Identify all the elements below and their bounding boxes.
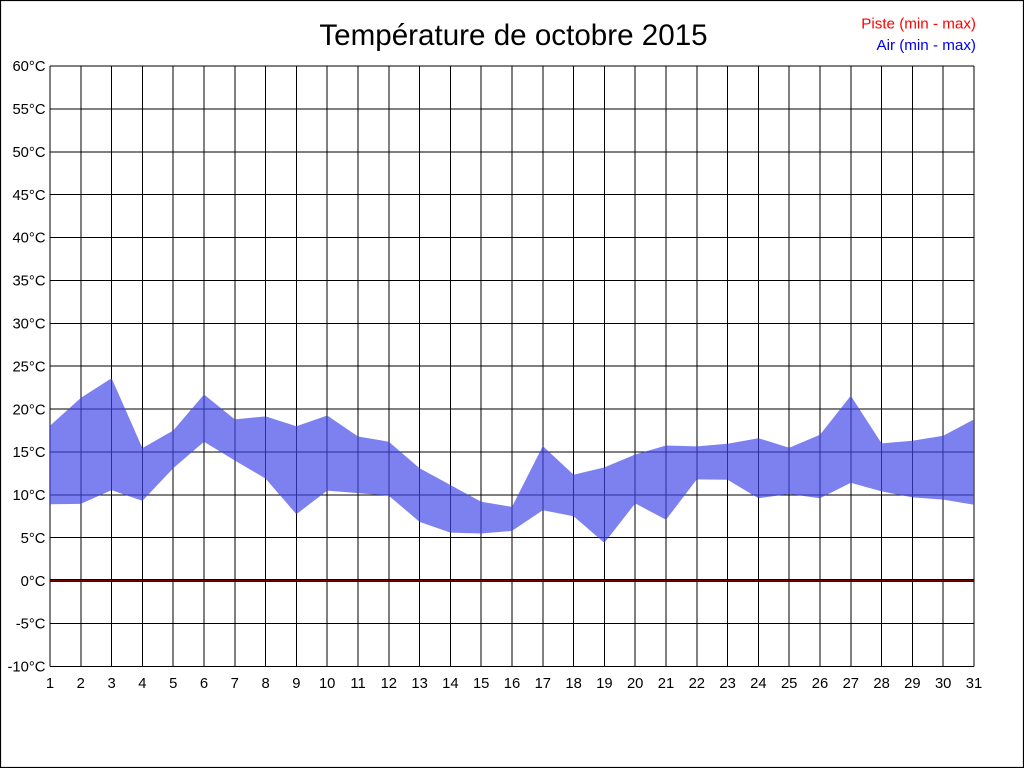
svg-text:5: 5 (169, 676, 177, 692)
svg-text:17: 17 (535, 676, 551, 692)
svg-text:25: 25 (781, 676, 797, 692)
svg-text:24: 24 (750, 676, 766, 692)
svg-text:5°C: 5°C (21, 531, 46, 547)
svg-text:10: 10 (319, 676, 335, 692)
svg-text:20: 20 (627, 676, 643, 692)
svg-text:19: 19 (596, 676, 612, 692)
svg-text:25°C: 25°C (12, 359, 45, 375)
svg-text:4: 4 (138, 676, 146, 692)
svg-text:29: 29 (904, 676, 920, 692)
svg-text:Piste (min - max): Piste (min - max) (861, 15, 976, 32)
svg-text:16: 16 (504, 676, 520, 692)
svg-text:6: 6 (200, 676, 208, 692)
svg-text:-5°C: -5°C (16, 617, 46, 633)
svg-text:0°C: 0°C (21, 574, 46, 590)
svg-text:15°C: 15°C (12, 445, 45, 461)
svg-text:20°C: 20°C (12, 402, 45, 418)
svg-text:8: 8 (261, 676, 269, 692)
svg-text:Température de octobre 2015: Température de octobre 2015 (319, 19, 707, 52)
svg-text:21: 21 (658, 676, 674, 692)
svg-text:35°C: 35°C (12, 274, 45, 290)
svg-text:12: 12 (381, 676, 397, 692)
svg-text:22: 22 (689, 676, 705, 692)
svg-text:27: 27 (843, 676, 859, 692)
svg-text:28: 28 (873, 676, 889, 692)
svg-text:31: 31 (966, 676, 982, 692)
svg-text:26: 26 (812, 676, 828, 692)
svg-text:14: 14 (442, 676, 458, 692)
svg-text:45°C: 45°C (12, 188, 45, 204)
svg-text:2: 2 (77, 676, 85, 692)
svg-text:Air (min - max): Air (min - max) (876, 37, 976, 54)
svg-text:13: 13 (411, 676, 427, 692)
svg-text:60°C: 60°C (12, 59, 45, 75)
svg-text:23: 23 (719, 676, 735, 692)
svg-text:1: 1 (46, 676, 54, 692)
svg-text:15: 15 (473, 676, 489, 692)
svg-text:30°C: 30°C (12, 317, 45, 333)
svg-text:-10°C: -10°C (8, 660, 46, 676)
svg-text:11: 11 (350, 676, 365, 692)
svg-text:50°C: 50°C (12, 145, 45, 161)
svg-text:7: 7 (231, 676, 239, 692)
svg-text:18: 18 (565, 676, 581, 692)
svg-text:3: 3 (107, 676, 115, 692)
svg-text:40°C: 40°C (12, 231, 45, 247)
svg-text:9: 9 (292, 676, 300, 692)
svg-text:10°C: 10°C (12, 488, 45, 504)
svg-text:30: 30 (935, 676, 951, 692)
svg-text:55°C: 55°C (12, 102, 45, 118)
